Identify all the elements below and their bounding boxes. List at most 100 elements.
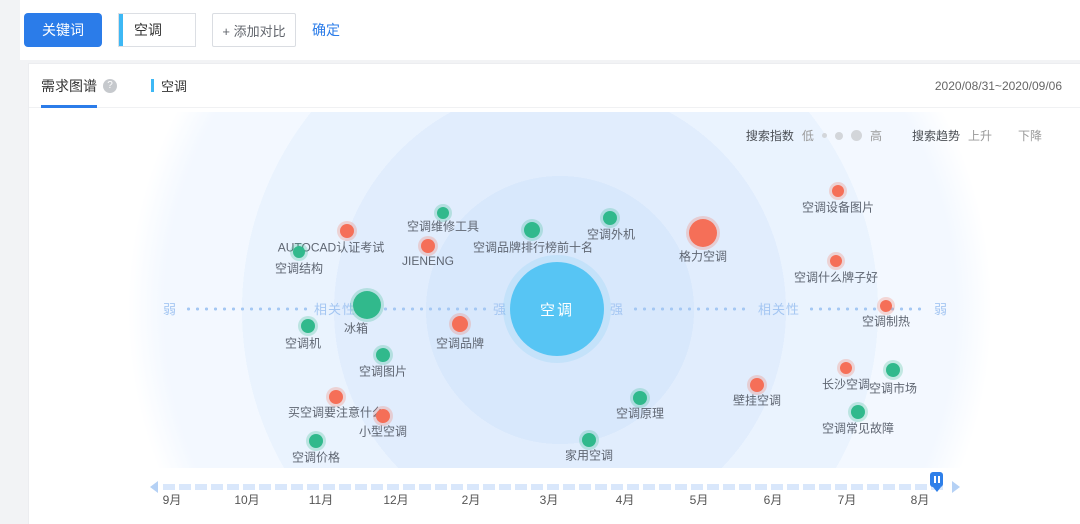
chart-point-dot[interactable] <box>301 319 315 333</box>
help-icon[interactable]: ? <box>103 78 117 93</box>
chart-point-label[interactable]: 小型空调 <box>358 424 408 439</box>
keyword-button[interactable]: 关键词 <box>24 13 102 47</box>
axis-left-weak-label: 弱 <box>163 302 178 317</box>
chart-point-dot[interactable] <box>832 185 844 197</box>
keyword-input-value: 空调 <box>134 22 162 38</box>
center-keyword-bubble[interactable]: 空调 <box>510 262 604 356</box>
timeline-month-label: 3月 <box>539 493 559 507</box>
chart-point-dot[interactable] <box>880 300 892 312</box>
center-keyword-label: 空调 <box>539 301 574 319</box>
chart-point-dot[interactable] <box>524 222 540 238</box>
confirm-link[interactable]: 确定 <box>312 22 340 38</box>
timeline-month-label: 4月 <box>615 493 635 507</box>
chart-point-dot[interactable] <box>452 316 468 332</box>
chart-point-label[interactable]: 空调制热 <box>861 314 911 329</box>
axis-right-relevance-label: 相关性 <box>758 302 801 317</box>
chart-point-dot[interactable] <box>293 246 305 258</box>
chart-point-label[interactable]: 冰箱 <box>343 321 369 336</box>
add-compare-button[interactable]: + 添加对比 <box>212 13 296 47</box>
timeline-month-label: 9月 <box>162 493 182 507</box>
axis-dotted-line <box>807 306 927 311</box>
chart-point-label[interactable]: 空调常见故障 <box>821 421 895 436</box>
chart-point-dot[interactable] <box>437 207 449 219</box>
chart-point-label[interactable]: 空调外机 <box>586 227 636 242</box>
chart-point-dot[interactable] <box>840 362 852 374</box>
axis-dotted-line <box>631 306 751 311</box>
chart-point-label[interactable]: 空调品牌 <box>435 336 485 351</box>
axis-dotted-line <box>184 306 307 311</box>
chart-point-dot[interactable] <box>340 224 354 238</box>
timeline-month-label: 7月 <box>837 493 857 507</box>
chart-point-dot[interactable] <box>353 291 381 319</box>
tab-demand-map[interactable]: 需求图谱 <box>41 64 97 108</box>
chart-point-label[interactable]: 空调机 <box>284 336 322 351</box>
axis-left-relevance-label: 相关性 <box>314 302 357 317</box>
chart-point-dot[interactable] <box>582 433 596 447</box>
timeline-handle-tip <box>932 487 941 492</box>
timeline-left-arrow-icon[interactable] <box>150 481 158 493</box>
date-range: 2020/08/31~2020/09/06 <box>934 78 1062 93</box>
axis-left-strong-label: 强 <box>493 302 508 317</box>
chart-point-dot[interactable] <box>633 391 647 405</box>
chart-point-label[interactable]: 壁挂空调 <box>732 393 782 408</box>
trend-down-dot-icon <box>1050 131 1060 141</box>
chart-point-label[interactable]: 空调维修工具 <box>406 219 480 234</box>
chart-point-dot[interactable] <box>603 211 617 225</box>
legend-high-label: 高 <box>869 129 882 143</box>
timeline-slider-handle[interactable] <box>930 472 943 492</box>
timeline-month-label: 12月 <box>383 493 409 507</box>
size-dot-large-icon <box>850 130 862 141</box>
legend-up-label: 上升 <box>967 129 992 143</box>
timeline-track[interactable] <box>163 484 947 490</box>
chart-legend: 搜索指数 低 高 搜索趋势 上升 下降 <box>746 127 1060 144</box>
chart-point-label[interactable]: 空调市场 <box>868 381 918 396</box>
keyword-toolbar: 关键词 空调 + 添加对比 确定 <box>20 0 1080 60</box>
chart-point-label[interactable]: 空调结构 <box>274 261 324 276</box>
chart-point-label[interactable]: 格力空调 <box>678 249 728 264</box>
timeline-month-label: 11月 <box>308 493 334 507</box>
chart-point-label[interactable]: 家用空调 <box>564 448 614 463</box>
chart-point-dot[interactable] <box>886 363 900 377</box>
chart-point-dot[interactable] <box>329 390 343 404</box>
chart-point-label[interactable]: 买空调要注意什么 <box>287 405 385 420</box>
axis-right-weak-label: 弱 <box>934 302 949 317</box>
chart-point-dot[interactable] <box>309 434 323 448</box>
keyword-series-label: 空调 <box>161 79 188 94</box>
keyword-input[interactable]: 空调 <box>118 13 196 47</box>
timeline-right-arrow-icon[interactable] <box>952 481 960 493</box>
timeline-month-label: 10月 <box>234 493 260 507</box>
timeline-month-label: 8月 <box>910 493 930 507</box>
relevance-axis-right: 强 相关性 弱 <box>610 299 948 318</box>
chart-point-label[interactable]: 空调原理 <box>615 406 665 421</box>
tab-row: 需求图谱 ? 空调 2020/08/31~2020/09/06 <box>29 64 1080 108</box>
legend-low-label: 低 <box>801 129 814 143</box>
search-trend-label: 搜索趋势 <box>911 129 960 143</box>
timeline-month-label: 2月 <box>461 493 481 507</box>
legend-down-label: 下降 <box>1017 129 1042 143</box>
chart-point-dot[interactable] <box>851 405 865 419</box>
timeline-handle-pause-icon <box>930 472 943 487</box>
chart-point-dot[interactable] <box>750 378 764 392</box>
relevance-axis-left: 弱 相关性 强 <box>163 299 507 318</box>
chart-point-label[interactable]: 空调什么牌子好 <box>793 270 879 285</box>
axis-right-strong-label: 强 <box>610 302 625 317</box>
chart-point-label[interactable]: 长沙空调 <box>821 377 871 392</box>
size-dot-medium-icon <box>834 131 843 140</box>
chart-point-label[interactable]: 空调品牌排行榜前十名 <box>472 240 594 255</box>
chart-point-dot[interactable] <box>421 239 435 253</box>
chart-point-label[interactable]: 空调设备图片 <box>801 200 875 215</box>
chart-point-label[interactable]: 空调图片 <box>358 364 408 379</box>
timeline-month-label: 6月 <box>763 493 783 507</box>
timeline-month-label: 5月 <box>689 493 709 507</box>
search-index-label: 搜索指数 <box>745 129 794 143</box>
chart-point-dot[interactable] <box>830 255 842 267</box>
axis-dotted-line <box>363 306 486 311</box>
keyword-input-accent-bar <box>119 14 123 46</box>
trend-up-dot-icon <box>1000 131 1010 141</box>
chart-point-dot[interactable] <box>689 219 717 247</box>
chart-point-label[interactable]: 空调价格 <box>291 450 341 465</box>
chart-point-dot[interactable] <box>376 409 390 423</box>
chart-point-dot[interactable] <box>376 348 390 362</box>
chart-point-label[interactable]: JIENENG <box>401 254 455 268</box>
